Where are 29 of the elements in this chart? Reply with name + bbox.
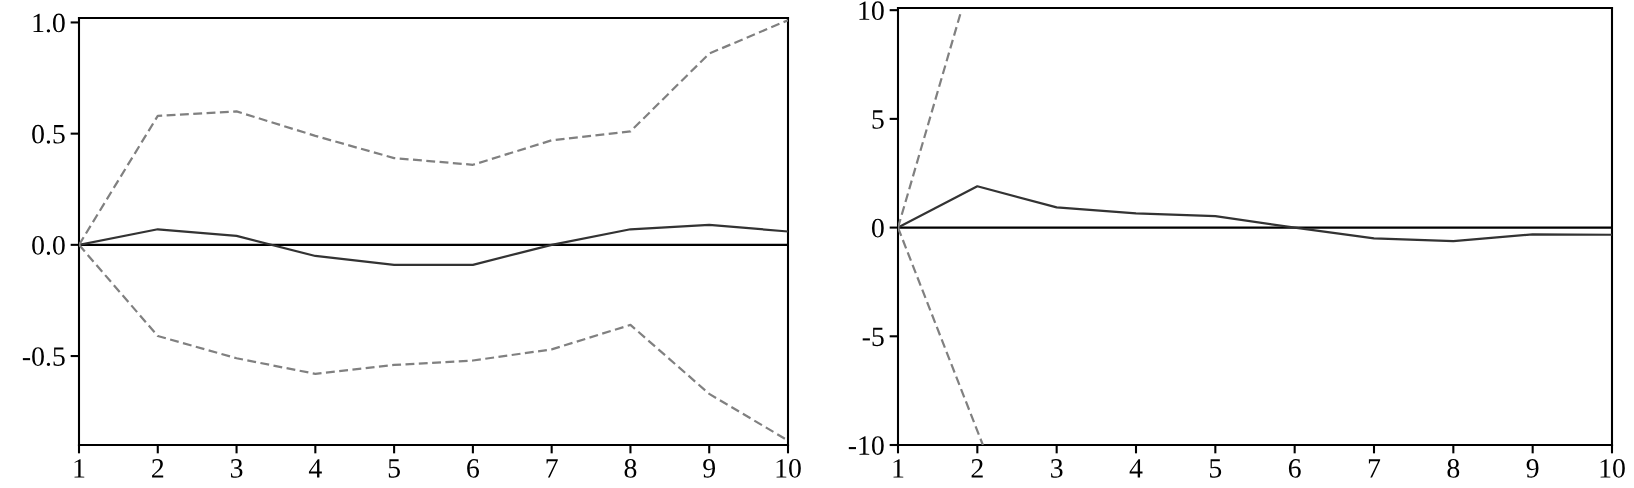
x-tick-label: 3 [230, 459, 243, 478]
x-tick-label: 7 [546, 459, 558, 478]
x-tick-label: 2 [971, 459, 983, 478]
x-tick-label: 7 [1368, 459, 1381, 478]
x-tick-label: 3 [1051, 459, 1063, 478]
y-tick-label: 10 [859, 1, 884, 21]
x-tick-label: 8 [1447, 459, 1460, 478]
y-tick-label: 0.5 [32, 124, 65, 144]
x-tick-label: 5 [388, 459, 400, 478]
y-tick-label: -5 [862, 327, 884, 347]
y-tick-label: 0 [871, 218, 884, 238]
y-tick-label: 5 [872, 110, 884, 129]
x-tick-label: 2 [152, 459, 164, 478]
x-tick-label: 1 [893, 459, 904, 478]
y-tick-label: -10 [848, 436, 884, 455]
x-tick-label: 9 [1526, 459, 1539, 478]
x-tick-label: 8 [624, 459, 637, 478]
x-tick-label: 1 [74, 459, 85, 478]
y-tick-label: 0.0 [32, 236, 65, 255]
x-tick-label: 4 [1129, 459, 1143, 478]
x-tick-label: 10 [1600, 459, 1625, 478]
x-tick-label: 6 [1288, 459, 1301, 478]
x-tick-label: 5 [1210, 459, 1222, 478]
x-tick-label: 9 [703, 459, 716, 478]
y-tick-label: -0.5 [22, 347, 65, 367]
y-tick-label: 1.0 [33, 13, 65, 33]
x-tick-label: 6 [467, 459, 479, 478]
x-tick-label: 4 [308, 459, 322, 478]
x-tick-label: 10 [776, 459, 801, 478]
